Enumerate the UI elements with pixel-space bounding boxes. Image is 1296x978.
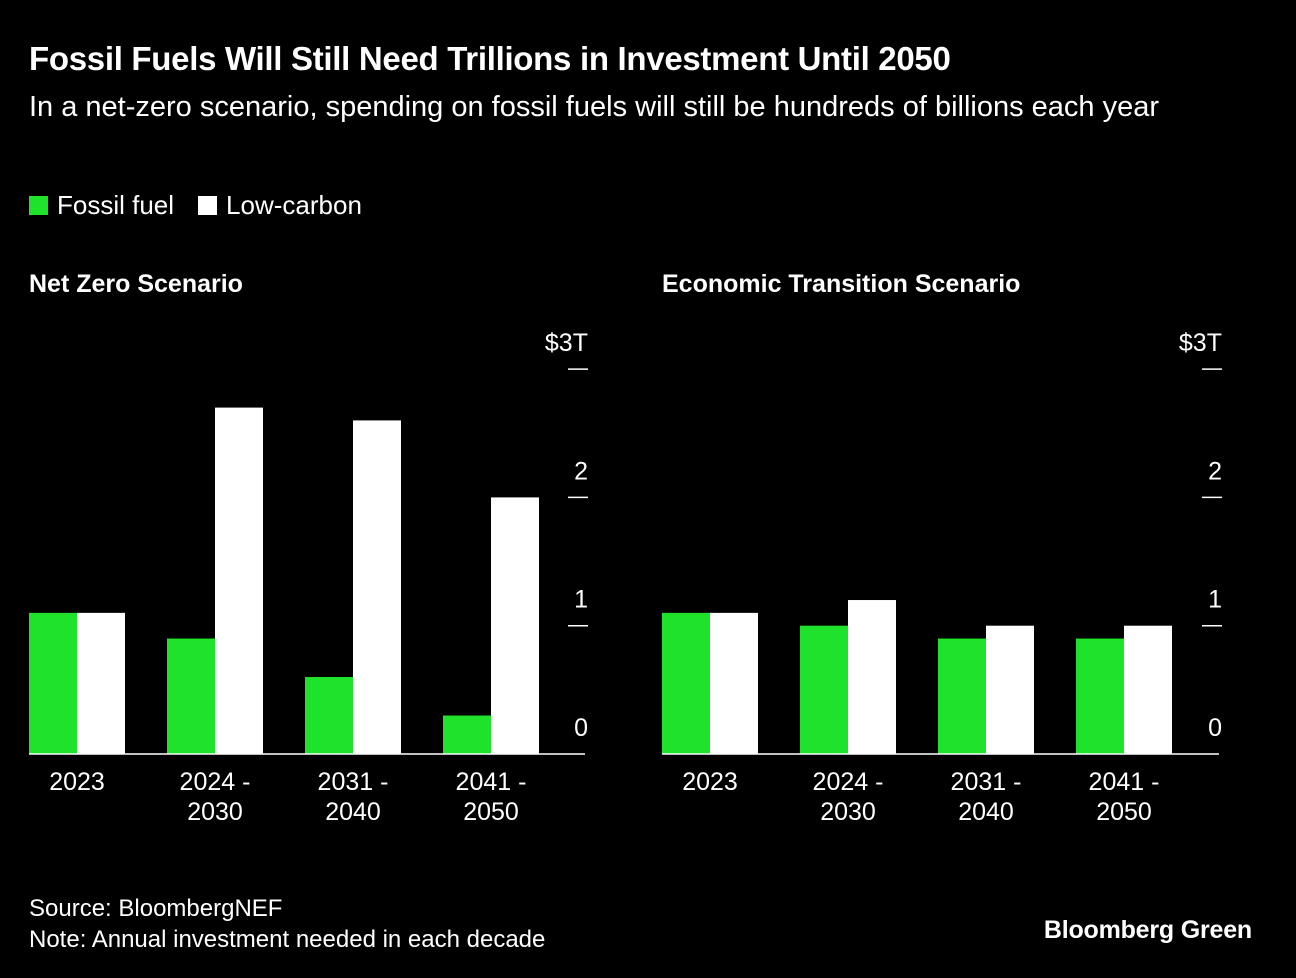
x-tick-label: 2031 - [318,768,389,796]
y-tick-label: $3T [545,329,588,357]
bar-fossil-fuel-2 [305,677,353,754]
bar-fossil-fuel-1 [800,625,848,754]
chart-title: Fossil Fuels Will Still Need Trillions i… [29,40,951,77]
legend: Fossil fuel Low-carbon [29,190,386,221]
y-tick-label: $3T [1179,329,1222,357]
x-tick-label: 2030 [187,798,243,826]
panel-title-net-zero: Net Zero Scenario [29,270,243,298]
bar-low-carbon-0 [710,612,758,754]
y-tick-label: 1 [1208,586,1222,614]
bar-low-carbon-0 [77,612,125,754]
source-note: Source: BloombergNEF [29,895,283,922]
footnote: Note: Annual investment needed in each d… [29,926,546,953]
x-tick-label: 2024 - [180,768,251,796]
y-tick-label: 1 [574,586,588,614]
x-tick-label: 2023 [49,768,105,796]
x-tick-label: 2050 [463,798,519,826]
bar-fossil-fuel-0 [29,612,77,754]
brand-logo: Bloomberg Green [1043,916,1252,944]
bar-fossil-fuel-3 [1076,638,1124,754]
bar-low-carbon-3 [1124,625,1172,754]
legend-item-fossil-fuel: Fossil fuel [29,190,174,221]
bar-fossil-fuel-0 [662,612,710,754]
x-tick-label: 2023 [682,768,738,796]
y-tick-label: 0 [1208,714,1222,742]
bar-low-carbon-2 [353,420,401,754]
x-tick-label: 2031 - [951,768,1022,796]
x-tick-label: 2050 [1096,798,1152,826]
bar-fossil-fuel-1 [167,638,215,754]
footer: Source: BloombergNEF Note: Annual invest… [29,893,545,955]
y-tick-label: 2 [574,457,588,485]
panel-title-economic-transition: Economic Transition Scenario [662,270,1021,298]
y-tick-label: 2 [1208,457,1222,485]
bar-low-carbon-3 [491,497,539,754]
bar-low-carbon-2 [986,625,1034,754]
legend-swatch-low-carbon [198,196,218,215]
x-tick-label: 2030 [820,798,876,826]
legend-label-fossil-fuel: Fossil fuel [57,190,175,220]
x-tick-label: 2041 - [456,768,527,796]
legend-swatch-fossil-fuel [29,196,48,215]
bar-low-carbon-1 [215,407,263,754]
y-tick-label: 0 [574,714,588,742]
x-tick-label: 2041 - [1089,768,1160,796]
legend-label-low-carbon: Low-carbon [226,190,362,220]
legend-item-low-carbon: Low-carbon [198,190,362,221]
x-tick-label: 2040 [325,798,381,826]
bar-fossil-fuel-3 [443,715,491,754]
x-tick-label: 2040 [958,798,1014,826]
bar-low-carbon-1 [848,600,896,754]
chart-subtitle: In a net-zero scenario, spending on foss… [29,91,1160,123]
bar-fossil-fuel-2 [938,638,986,754]
x-tick-label: 2024 - [813,768,884,796]
